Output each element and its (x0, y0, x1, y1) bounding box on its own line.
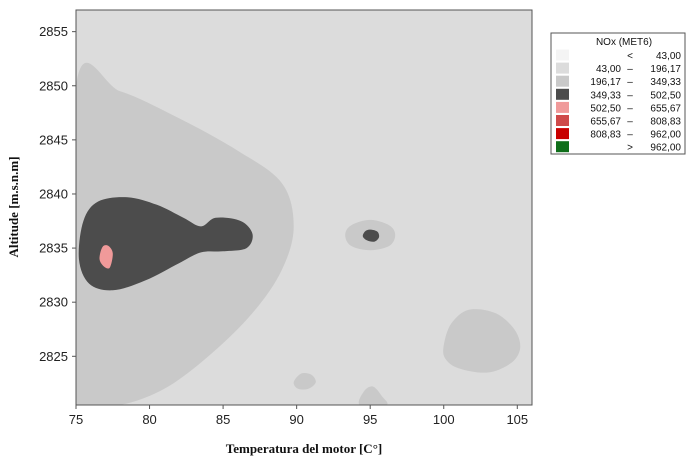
legend-swatch (556, 128, 569, 140)
legend-low: 349,33 (590, 90, 621, 101)
y-tick-label: 2855 (39, 24, 68, 39)
x-tick-label: 75 (69, 412, 83, 427)
y-axis: 2825 2830 2835 2840 2845 2850 2855 (39, 24, 76, 364)
y-tick-label: 2840 (39, 186, 68, 201)
legend-low: 502,50 (590, 103, 621, 114)
x-tick-label: 95 (363, 412, 377, 427)
legend-high: 349,33 (650, 77, 681, 88)
contour-region-dark-spot-95 (362, 229, 380, 242)
x-tick-label: 85 (216, 412, 230, 427)
legend-operator: < (627, 51, 633, 62)
legend-operator: – (627, 64, 633, 75)
legend-high: 962,00 (650, 143, 681, 154)
y-tick-label: 2825 (39, 349, 68, 364)
legend-low: 808,83 (590, 130, 621, 141)
x-tick-label: 80 (142, 412, 156, 427)
legend-operator: – (627, 117, 633, 128)
legend-swatch (556, 62, 569, 74)
legend-high: 962,00 (650, 130, 681, 141)
plot-frame (75, 9, 533, 406)
contour-region-spot-95-2820 (358, 386, 388, 405)
legend-title: NOx (MET6) (596, 37, 652, 48)
legend-low: 196,17 (590, 77, 621, 88)
x-tick-label: 100 (433, 412, 455, 427)
legend-operator: – (627, 77, 633, 88)
legend-high: 196,17 (650, 64, 681, 75)
x-tick-label: 90 (289, 412, 303, 427)
legend-entries: <43,0043,00–196,17196,17–349,33349,33–50… (556, 49, 681, 154)
legend-low: 655,67 (590, 117, 621, 128)
legend-swatch (556, 49, 569, 61)
contour-region-spot-90-2822 (293, 373, 316, 390)
y-tick-label: 2850 (39, 78, 68, 93)
legend-operator: – (627, 130, 633, 141)
legend-high: 808,83 (650, 117, 681, 128)
legend-operator: – (627, 90, 633, 101)
x-axis-title: Temperatura del motor [C°] (226, 441, 382, 456)
legend-swatch (556, 141, 569, 153)
legend: NOx (MET6) <43,0043,00–196,17196,17–349,… (550, 32, 686, 155)
legend-swatch (556, 115, 569, 126)
legend-box (550, 32, 686, 155)
x-tick-label: 105 (506, 412, 528, 427)
contour-region-pink-spot (99, 245, 113, 269)
contour-regions (76, 62, 521, 405)
y-tick-label: 2845 (39, 132, 68, 147)
legend-swatch (556, 88, 569, 100)
legend-low: 43,00 (596, 64, 621, 75)
x-axis: 75 80 85 90 95 100 105 (69, 405, 528, 427)
y-axis-title: Altitude [m.s.n.m] (6, 156, 21, 257)
y-tick-label: 2830 (39, 295, 68, 310)
legend-operator: – (627, 103, 633, 114)
y-tick-label: 2835 (39, 241, 68, 256)
contour-region-right-patch (443, 309, 521, 373)
legend-operator: > (627, 143, 633, 154)
legend-high: 655,67 (650, 103, 681, 114)
legend-swatch (556, 75, 569, 87)
contour-region-dark-core (78, 197, 253, 291)
legend-high: 43,00 (656, 51, 681, 62)
legend-swatch (556, 101, 569, 113)
legend-high: 502,50 (650, 90, 681, 101)
